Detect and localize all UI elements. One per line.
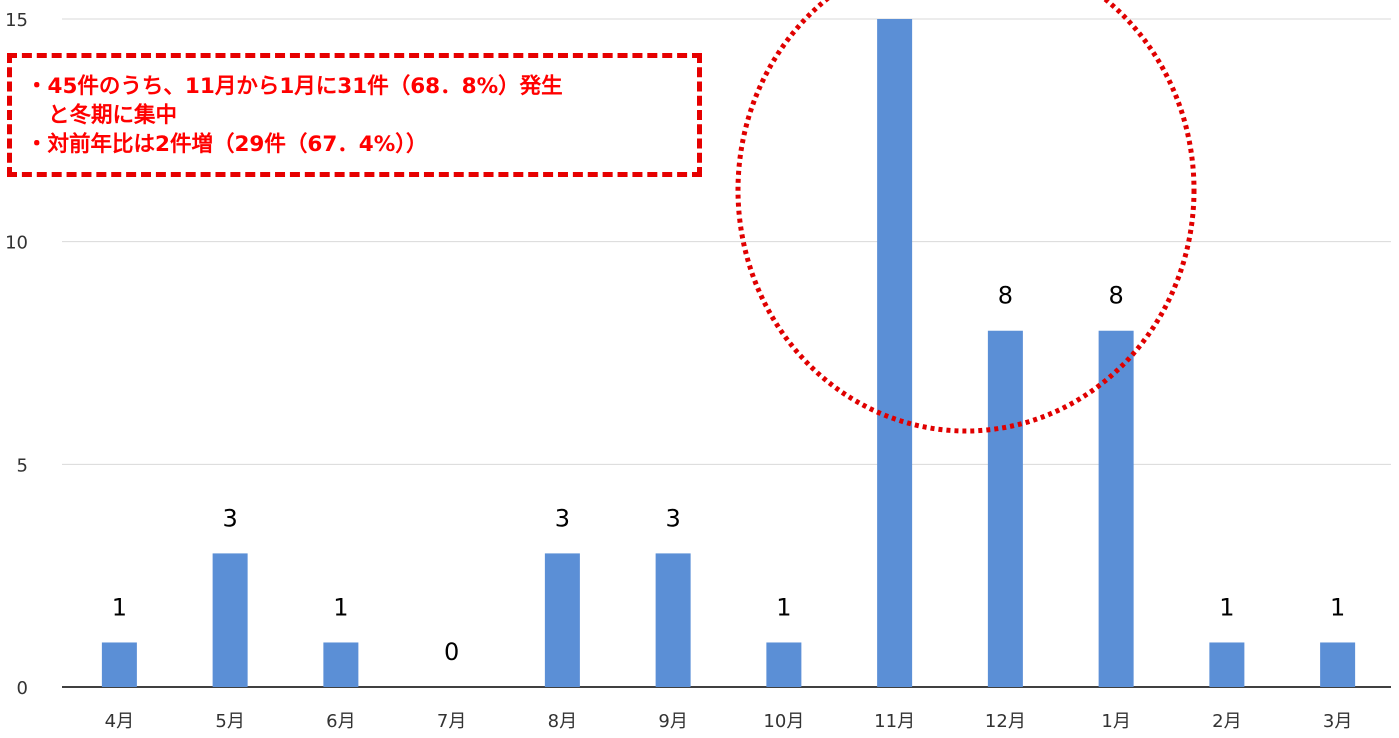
data-label: 1 — [112, 593, 127, 621]
y-tick-label: 15 — [5, 10, 28, 31]
x-tick-label: 7月 — [437, 711, 466, 732]
data-label: 3 — [555, 504, 570, 532]
bar — [877, 19, 913, 687]
x-tick-label: 8月 — [548, 711, 577, 732]
y-tick-label: 10 — [5, 233, 28, 254]
x-tick-label: 1月 — [1101, 711, 1130, 732]
highlight-circle — [735, 0, 1197, 434]
annotation-line: ・45件のうち、11月から1月に31件（68．8%）発生 — [26, 74, 563, 99]
bar — [655, 553, 691, 687]
y-tick-label: 0 — [17, 678, 28, 699]
x-tick-label: 2月 — [1212, 711, 1241, 732]
data-labels: 1310331158811 — [112, 282, 1346, 666]
data-label: 1 — [333, 593, 348, 621]
data-label: 8 — [998, 282, 1013, 310]
bar — [1098, 330, 1134, 687]
x-tick-label: 5月 — [215, 711, 244, 732]
data-label: 3 — [222, 504, 237, 532]
y-tick-label: 5 — [17, 455, 28, 476]
x-tick-label: 11月 — [874, 711, 915, 732]
x-tick-label: 10月 — [763, 711, 804, 732]
x-tick-label: 3月 — [1323, 711, 1352, 732]
data-label: 1 — [1330, 593, 1345, 621]
bar — [1320, 642, 1356, 687]
x-tick-label: 12月 — [985, 711, 1026, 732]
bar — [323, 642, 359, 687]
bar — [212, 553, 248, 687]
gridlines — [62, 18, 1391, 688]
data-label: 0 — [444, 638, 459, 666]
data-label: 3 — [665, 504, 680, 532]
bar — [101, 642, 137, 687]
annotation-line: と冬期に集中 — [48, 103, 178, 128]
annotation-box: ・45件のうち、11月から1月に31件（68．8%）発生 と冬期に集中 ・対前年… — [7, 53, 702, 177]
y-axis-ticks: 0 5 10 15 — [5, 10, 28, 699]
annotation-line: ・対前年比は2件増（29件（67．4%）） — [26, 132, 428, 157]
bar — [766, 642, 802, 687]
x-tick-label: 6月 — [326, 711, 355, 732]
bars — [101, 19, 1356, 687]
x-tick-label: 4月 — [105, 711, 134, 732]
bar — [544, 553, 580, 687]
data-label: 1 — [1219, 593, 1234, 621]
bar — [1209, 642, 1245, 687]
x-axis-ticks: 4月 5月 6月 7月 8月 9月 10月 11月 12月 1月 2月 3月 — [105, 711, 1353, 732]
x-tick-label: 9月 — [658, 711, 687, 732]
data-label: 8 — [1108, 282, 1123, 310]
bar — [987, 330, 1023, 687]
data-label: 1 — [776, 593, 791, 621]
